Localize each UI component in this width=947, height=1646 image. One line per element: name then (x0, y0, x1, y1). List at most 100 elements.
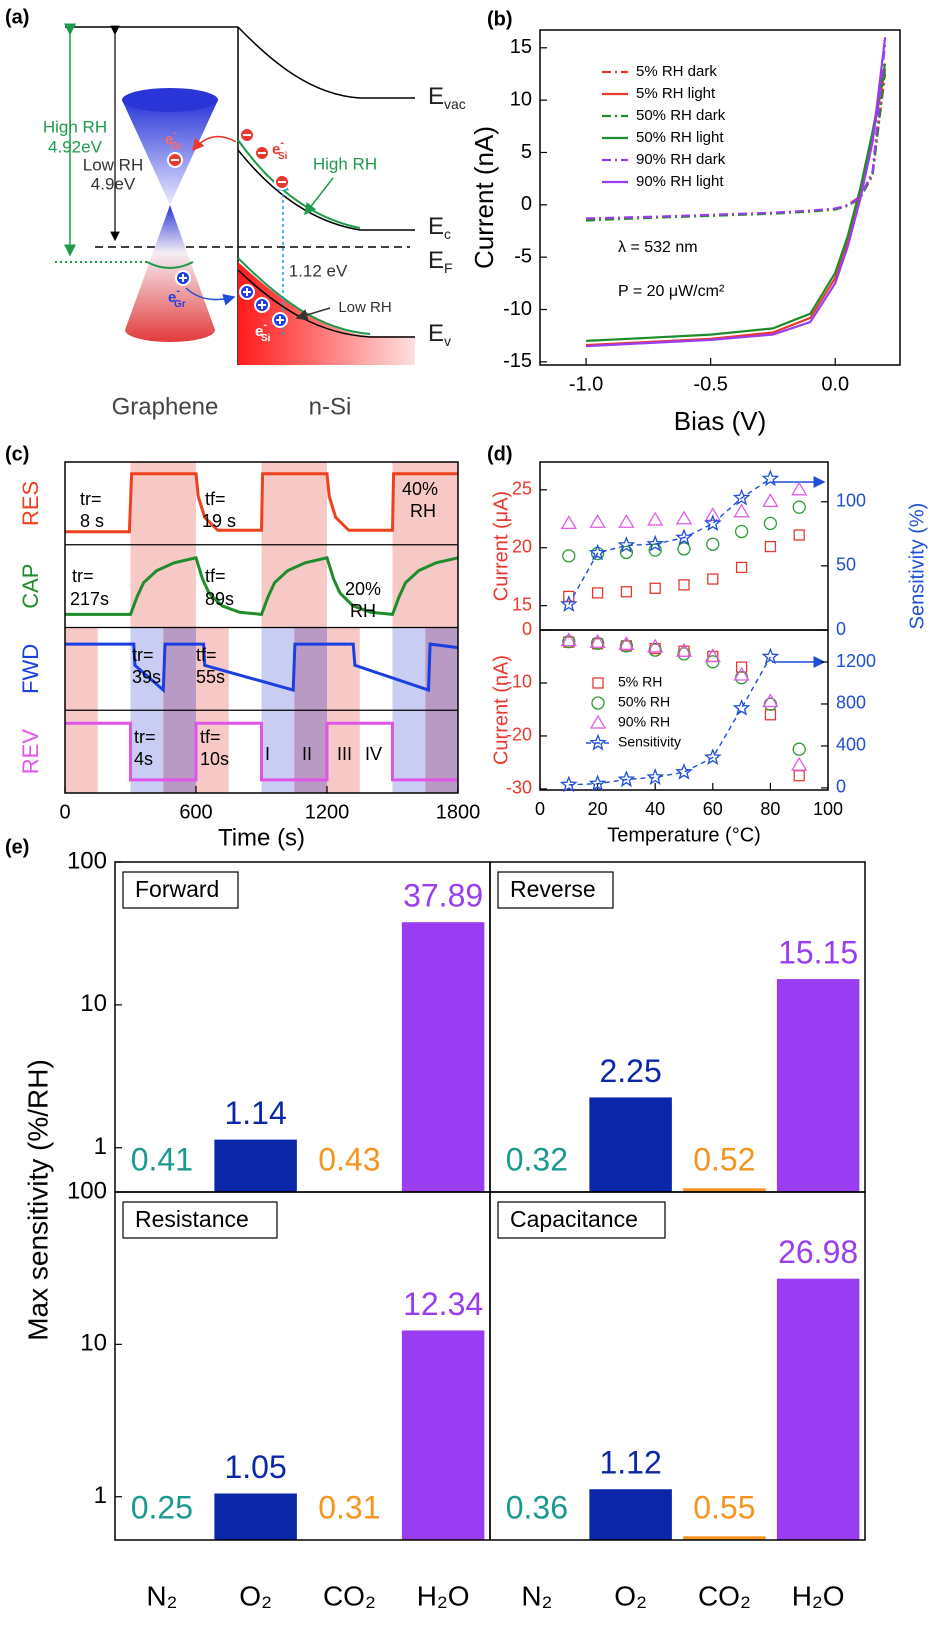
energy-levels: Evac Ec EF Ev (428, 83, 466, 348)
y2-tick-label: 100 (836, 491, 866, 511)
annotation: tr= (80, 489, 102, 509)
marker (765, 710, 775, 720)
annotation: tr= (132, 645, 154, 665)
value-label: 1.05 (224, 1449, 286, 1485)
subscript: Gr (174, 299, 186, 310)
annotation: P = 20 μW/cm² (618, 283, 725, 300)
figure: (a) High RH 4.92eV Low RH 4.9eV High RH … (0, 0, 947, 1646)
level-label: EF (428, 247, 453, 275)
x-tick-label: N₂ (146, 1580, 177, 1611)
annotation: tf= (196, 645, 217, 665)
marker (792, 758, 806, 770)
value-label: 0.36 (506, 1489, 568, 1525)
marker (593, 588, 603, 598)
marker (562, 516, 576, 528)
legend-marker (593, 678, 603, 688)
cone-top (122, 88, 218, 112)
legend-label: 5% RH (618, 674, 662, 690)
panel-label: (b) (487, 8, 513, 30)
marker (706, 508, 720, 520)
charge: - (280, 137, 284, 149)
marker (706, 750, 720, 764)
bar (402, 1330, 485, 1540)
marker (648, 770, 662, 784)
carrier-label: e-Si (272, 137, 288, 162)
marker (737, 562, 747, 572)
marker (794, 530, 804, 540)
marker (707, 538, 719, 550)
marker (792, 483, 806, 495)
level-label: Ev (428, 320, 451, 348)
marker (648, 513, 662, 525)
marker (678, 543, 690, 555)
marker (678, 648, 690, 660)
row-label: RES (18, 481, 43, 526)
level-subscript: v (444, 333, 451, 349)
level-subscript: c (444, 226, 451, 242)
y-axis-label: Current (nA) (469, 126, 499, 269)
y2-tick-label: 0 (836, 619, 846, 639)
annotation: IV (365, 744, 382, 764)
annotation: λ = 532 nm (618, 239, 698, 256)
marker (765, 542, 775, 552)
marker (563, 550, 575, 562)
upper-cone (122, 100, 218, 205)
value-label: 1.12 (599, 1445, 661, 1481)
charge: - (173, 127, 177, 139)
y-tick-label: 10 (80, 990, 107, 1017)
legend-label: 90% RH (618, 714, 670, 730)
level-label: Evac (428, 83, 466, 111)
marker (763, 649, 777, 663)
annotation: tf= (200, 727, 221, 747)
band-diagram: (a) High RH 4.92eV Low RH 4.9eV High RH … (5, 6, 466, 420)
value-label: 37.89 (403, 878, 483, 914)
x-tick-label: CO₂ (698, 1580, 751, 1611)
marker (764, 517, 776, 529)
annotation: 10s (200, 749, 229, 769)
marker (736, 672, 748, 684)
y2-tick-label: 800 (836, 693, 866, 713)
bar (214, 1494, 297, 1540)
annotation: 20% (345, 579, 381, 599)
x-tick-label: CO₂ (323, 1580, 376, 1611)
y-axis-label: Max sensitivity (%/RH) (22, 1059, 53, 1341)
marker (763, 494, 777, 506)
y-axis-label: Current (nA) (490, 655, 512, 765)
y-tick-label: 100 (67, 847, 107, 874)
evac-curve (238, 27, 415, 98)
y2-tick-label: 1200 (836, 651, 876, 671)
marker (764, 698, 776, 710)
legend-label: 50% RH (618, 694, 670, 710)
annotation: tf= (205, 489, 226, 509)
level-symbol: E (428, 247, 444, 274)
value-label: 12.34 (403, 1286, 483, 1322)
level-symbol: E (428, 213, 444, 240)
marker (679, 580, 689, 590)
annotation: I (265, 744, 270, 764)
charge: - (176, 285, 180, 297)
legend-label: 5% RH light (636, 85, 716, 102)
d-arrows (772, 482, 824, 662)
charge: - (263, 319, 267, 331)
x-tick-label: 1800 (436, 801, 481, 823)
marker (735, 505, 749, 517)
line (586, 43, 885, 219)
plot-frame (540, 30, 900, 365)
region (65, 628, 98, 711)
value-label: 0.31 (318, 1489, 380, 1525)
panel-label: (e) (5, 836, 29, 858)
annotation: 39s (132, 667, 161, 687)
region (262, 628, 295, 711)
annotation: RH (350, 601, 376, 621)
value-label: 2.25 (599, 1053, 661, 1089)
y2-tick-label: 50 (836, 555, 856, 575)
subscript: Si (261, 333, 271, 344)
x-tick-label: -0.5 (693, 373, 727, 395)
y-tick-label: 1 (94, 1482, 107, 1509)
y-tick-label: 20 (512, 536, 532, 556)
value-label: 0.25 (131, 1489, 193, 1525)
y-tick-label: 15 (510, 36, 532, 58)
marker (706, 516, 720, 530)
level-subscript: F (444, 260, 453, 276)
annotation: 19 s (202, 511, 236, 531)
